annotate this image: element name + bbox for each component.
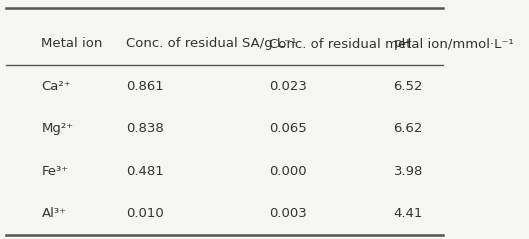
- Text: pH: pH: [394, 38, 412, 50]
- Text: Conc. of residual metal ion/mmol·L⁻¹: Conc. of residual metal ion/mmol·L⁻¹: [269, 38, 513, 50]
- Text: 0.481: 0.481: [126, 165, 164, 178]
- Text: Mg²⁺: Mg²⁺: [41, 122, 74, 136]
- Text: 0.003: 0.003: [269, 207, 306, 221]
- Text: 0.065: 0.065: [269, 122, 306, 136]
- Text: Fe³⁺: Fe³⁺: [41, 165, 69, 178]
- Text: 4.41: 4.41: [394, 207, 423, 221]
- Text: 0.838: 0.838: [126, 122, 164, 136]
- Text: 0.023: 0.023: [269, 80, 307, 93]
- Text: 6.62: 6.62: [394, 122, 423, 136]
- Text: 6.52: 6.52: [394, 80, 423, 93]
- Text: 0.861: 0.861: [126, 80, 164, 93]
- Text: Al³⁺: Al³⁺: [41, 207, 67, 221]
- Text: 0.000: 0.000: [269, 165, 306, 178]
- Text: 3.98: 3.98: [394, 165, 423, 178]
- Text: Ca²⁺: Ca²⁺: [41, 80, 71, 93]
- Text: 0.010: 0.010: [126, 207, 164, 221]
- Text: Metal ion: Metal ion: [41, 38, 103, 50]
- Text: Conc. of residual SA/g·L⁻¹: Conc. of residual SA/g·L⁻¹: [126, 38, 297, 50]
